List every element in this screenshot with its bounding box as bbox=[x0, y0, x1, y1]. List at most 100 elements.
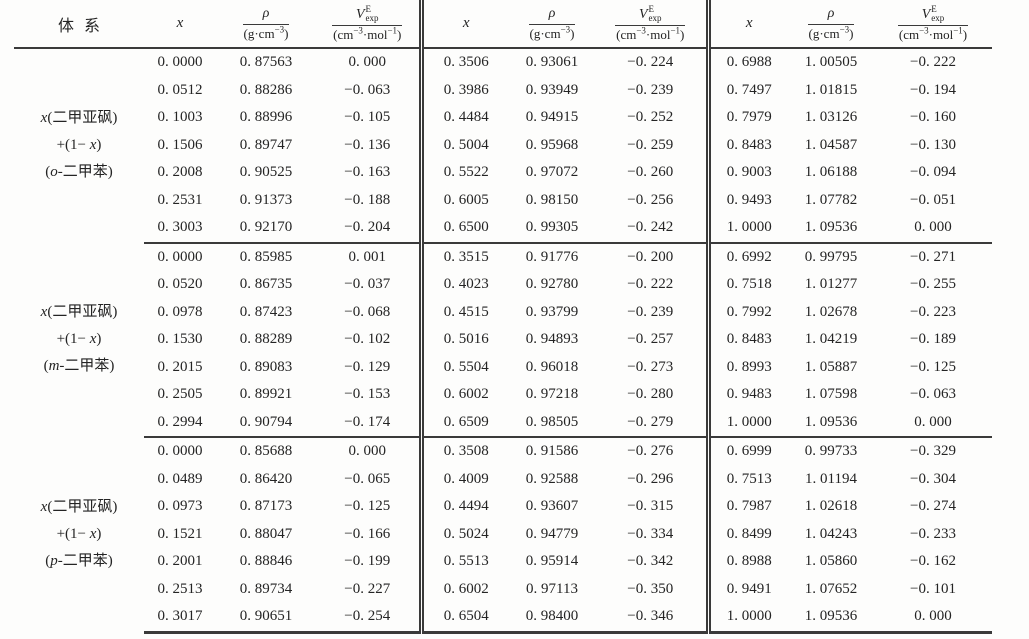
cell-x-g3: 0. 7518 bbox=[705, 271, 788, 299]
cell-rho-g2: 0. 94915 bbox=[525, 109, 579, 125]
cell-vexp-g1: −0. 063 bbox=[344, 81, 391, 98]
cell-vexp-g2: −0. 224 bbox=[627, 54, 674, 70]
system-label-line: (p-二甲苯) bbox=[45, 553, 113, 569]
table-row: 0. 0520 0. 86735 −0. 037 0. 4023 0. 92780 −0.… bbox=[14, 271, 992, 299]
cell-vexp-g1: −0. 166 bbox=[344, 525, 391, 542]
cell-rho-g2: 0. 97113 bbox=[526, 580, 578, 597]
cell-rho-g3: 1. 07782 bbox=[804, 191, 858, 208]
table-row: 0. 2015 0. 89083 −0. 129 0. 5504 0. 96018 −0.… bbox=[14, 353, 992, 381]
cell-vexp-g2: −0. 242 bbox=[595, 214, 708, 244]
cell-rho-g1: 0. 87563 bbox=[239, 54, 293, 70]
cell-rho-g1: 0. 91373 bbox=[239, 191, 293, 208]
cell-rho-g2: 0. 97072 bbox=[525, 164, 579, 180]
cell-rho-g3: 1. 02678 bbox=[804, 303, 858, 320]
cell-x-g3: 0. 7992 bbox=[705, 298, 788, 326]
table-row: 0. 2994 0. 90794 −0. 174 0. 6509 0. 98505 −0.… bbox=[14, 408, 992, 438]
col-header-rho-g3: ρ (g·cm−3) bbox=[788, 0, 874, 49]
cell-x-g2: 0. 5513 bbox=[418, 548, 509, 576]
cell-vexp-g1: −0. 204 bbox=[316, 214, 421, 244]
cell-vexp-g2: −0. 346 bbox=[595, 603, 708, 634]
system-label: x(二甲亚砜) +(1− x) (m-二甲苯) bbox=[14, 243, 144, 438]
table-row: 0. 3003 0. 92170 −0. 204 0. 6500 0. 99305 −0.… bbox=[14, 214, 992, 244]
cell-rho-g3: 1. 04219 bbox=[804, 331, 858, 347]
cell-x-g2: 0. 6509 bbox=[418, 408, 509, 438]
cell-vexp-g3: −0. 304 bbox=[910, 470, 956, 487]
cell-rho-g1: 0. 88286 bbox=[239, 81, 293, 98]
table-row: 0. 2008 0. 90525 −0. 163 0. 5522 0. 97072 −0.… bbox=[14, 159, 992, 187]
cell-vexp-g1: −0. 199 bbox=[344, 553, 391, 569]
cell-vexp-g3: −0. 329 bbox=[910, 443, 956, 459]
system-block-o-xylene: x(二甲亚砜) +(1− x) (o-二甲苯) 0. 0000 0. 87563 0. 0… bbox=[14, 48, 992, 244]
cell-vexp-g3: −0. 223 bbox=[910, 303, 956, 320]
cell-x-g1: 0. 0512 bbox=[157, 81, 203, 98]
cell-vexp-g3: −0. 271 bbox=[910, 248, 956, 265]
rho-units: (g·cm−3) bbox=[243, 24, 289, 41]
cell-vexp-g2: −0. 334 bbox=[627, 525, 674, 542]
x-symbol: x bbox=[176, 15, 184, 31]
cell-x-g2: 0. 4515 bbox=[418, 298, 509, 326]
col-header-x-g2: x bbox=[418, 0, 509, 49]
x-symbol: x bbox=[462, 15, 470, 31]
system-label: x(二甲亚砜) +(1− x) (o-二甲苯) bbox=[14, 48, 144, 243]
system-block-p-xylene: x(二甲亚砜) +(1− x) (p-二甲苯) 0. 0000 0. 85688 0. 0… bbox=[14, 437, 992, 634]
cell-rho-g1: 0. 90794 bbox=[216, 408, 316, 438]
cell-x-g1: 0. 3003 bbox=[144, 214, 216, 244]
cell-vexp-g2: −0. 239 bbox=[627, 303, 674, 320]
cell-rho-g3: 1. 04243 bbox=[804, 525, 858, 542]
cell-vexp-g2: −0. 342 bbox=[627, 553, 674, 569]
cell-x-g3: 0. 9483 bbox=[705, 381, 788, 409]
cell-rho-g2: 0. 95968 bbox=[525, 136, 579, 153]
cell-vexp-g2: −0. 252 bbox=[627, 109, 674, 125]
cell-vexp-g2: −0. 200 bbox=[627, 248, 674, 265]
cell-rho-g1: 0. 86735 bbox=[239, 276, 293, 292]
cell-rho-g2: 0. 93949 bbox=[525, 81, 579, 98]
cell-vexp-g3: 0. 000 bbox=[874, 408, 992, 438]
rho-fraction: ρ (g·cm−3) bbox=[807, 6, 855, 41]
cell-rho-g3: 1. 05887 bbox=[804, 358, 858, 375]
cell-x-g2: 0. 5024 bbox=[418, 520, 509, 548]
cell-vexp-g3: −0. 194 bbox=[910, 81, 956, 98]
cell-x-g3: 0. 7979 bbox=[705, 104, 788, 132]
cell-rho-g2: 0. 98400 bbox=[509, 603, 595, 634]
cell-rho-g2: 0. 96018 bbox=[525, 358, 579, 375]
cell-x-g2: 0. 4494 bbox=[418, 493, 509, 521]
cell-x-g1: 0. 0000 bbox=[157, 443, 203, 459]
cell-rho-g3: 1. 03126 bbox=[804, 109, 858, 125]
cell-rho-g2: 0. 92588 bbox=[525, 470, 579, 487]
cell-vexp-g2: −0. 280 bbox=[627, 386, 674, 402]
cell-x-g3: 0. 9003 bbox=[705, 159, 788, 187]
cell-x-g2: 0. 3506 bbox=[418, 48, 509, 77]
cell-vexp-g2: −0. 256 bbox=[627, 191, 674, 208]
cell-rho-g1: 0. 87173 bbox=[239, 498, 293, 514]
cell-x-g3: 0. 7987 bbox=[705, 493, 788, 521]
cell-vexp-g3: −0. 233 bbox=[910, 525, 956, 542]
cell-x-g3: 0. 6992 bbox=[705, 242, 788, 271]
cell-x-g2: 0. 3515 bbox=[418, 242, 509, 271]
system-label-line: x(二甲亚砜) bbox=[40, 304, 118, 321]
cell-rho-g3: 1. 04587 bbox=[804, 136, 858, 153]
cell-rho-g1: 0. 89734 bbox=[239, 580, 293, 597]
cell-x-g1: 0. 1003 bbox=[157, 109, 203, 125]
table-row: 0. 0978 0. 87423 −0. 068 0. 4515 0. 93799 −0.… bbox=[14, 298, 992, 326]
cell-rho-g1: 0. 88047 bbox=[239, 525, 293, 542]
cell-vexp-g2: −0. 273 bbox=[627, 358, 674, 375]
cell-rho-g2: 0. 93061 bbox=[525, 54, 579, 70]
cell-vexp-g1: 0. 000 bbox=[348, 443, 387, 459]
cell-x-g2: 0. 6005 bbox=[418, 186, 509, 214]
system-label-line: +(1− x) bbox=[56, 526, 102, 542]
cell-vexp-g2: −0. 276 bbox=[627, 443, 674, 459]
cell-rho-g2: 0. 92780 bbox=[525, 276, 579, 292]
cell-vexp-g3: −0. 130 bbox=[910, 136, 956, 153]
table-row: 0. 2505 0. 89921 −0. 153 0. 6002 0. 97218 −0.… bbox=[14, 381, 992, 409]
cell-x-g2: 0. 5004 bbox=[418, 131, 509, 159]
cell-rho-g1: 0. 85985 bbox=[239, 248, 293, 265]
cell-vexp-g3: −0. 189 bbox=[910, 331, 956, 347]
cell-vexp-g3: 0. 000 bbox=[874, 214, 992, 244]
table-row: 0. 3017 0. 90651 −0. 254 0. 6504 0. 98400 −0.… bbox=[14, 603, 992, 634]
cell-vexp-g1: −0. 105 bbox=[344, 109, 391, 125]
